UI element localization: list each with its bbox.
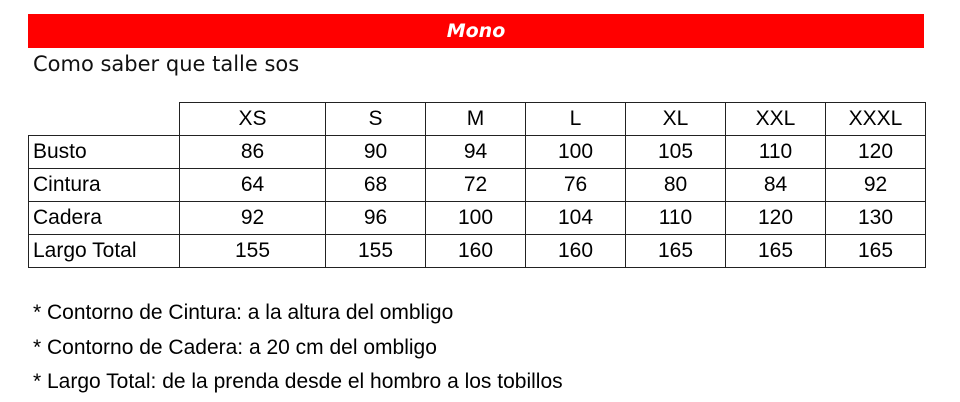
table-cell: 155 <box>179 234 326 268</box>
column-header: S <box>325 102 426 136</box>
table-cell: 165 <box>825 234 926 268</box>
title-banner: Mono <box>28 14 924 48</box>
table-cell: 92 <box>825 168 926 202</box>
notes: * Contorno de Cintura: a la altura del o… <box>33 296 563 400</box>
table-cell: 105 <box>625 135 726 169</box>
header-row: XS S M L XL XXL XXXL <box>28 102 926 136</box>
note: * Largo Total: de la prenda desde el hom… <box>33 370 563 393</box>
column-header: M <box>425 102 526 136</box>
table-cell: 120 <box>825 135 926 169</box>
table-cell: 80 <box>625 168 726 202</box>
table-cell: 130 <box>825 201 926 235</box>
table-cell: 160 <box>525 234 626 268</box>
column-header: XL <box>625 102 726 136</box>
table-cell: 110 <box>725 135 826 169</box>
row-label: Cadera <box>28 201 180 235</box>
table-row: Busto 86 90 94 100 105 110 120 <box>28 135 926 169</box>
table-cell: 90 <box>325 135 426 169</box>
column-header: L <box>525 102 626 136</box>
table-row: Largo Total 155 155 160 160 165 165 165 <box>28 234 926 268</box>
table-cell: 160 <box>425 234 526 268</box>
table-cell: 84 <box>725 168 826 202</box>
table-cell: 72 <box>425 168 526 202</box>
table-cell: 120 <box>725 201 826 235</box>
table-cell: 68 <box>325 168 426 202</box>
row-label: Busto <box>28 135 180 169</box>
table-cell: 94 <box>425 135 526 169</box>
table-cell: 110 <box>625 201 726 235</box>
table-cell: 96 <box>325 201 426 235</box>
table-cell: 64 <box>179 168 326 202</box>
note: * Contorno de Cadera: a 20 cm del omblig… <box>33 335 437 359</box>
table-cell: 165 <box>725 234 826 268</box>
table-cell: 155 <box>325 234 426 268</box>
table-cell: 86 <box>179 135 326 169</box>
column-header: XXL <box>725 102 826 136</box>
subtitle: Como saber que talle sos <box>33 52 300 76</box>
row-label: Cintura <box>28 168 180 202</box>
table-row: Cintura 64 68 72 76 80 84 92 <box>28 168 926 202</box>
column-header: XS <box>179 102 326 136</box>
table-cell: 100 <box>525 135 626 169</box>
table-cell: 76 <box>525 168 626 202</box>
note: * Contorno de Cintura: a la altura del o… <box>33 301 454 324</box>
table-cell: 104 <box>525 201 626 235</box>
table-row: Cadera 92 96 100 104 110 120 130 <box>28 201 926 235</box>
corner-cell <box>28 102 180 136</box>
table-cell: 165 <box>625 234 726 268</box>
size-table: XS S M L XL XXL XXXL Busto 86 90 94 100 105 110 120 Cin… <box>28 102 926 268</box>
table-cell: 92 <box>179 201 326 235</box>
row-label: Largo Total <box>28 234 180 268</box>
column-header: XXXL <box>825 102 926 136</box>
table-cell: 100 <box>425 201 526 235</box>
